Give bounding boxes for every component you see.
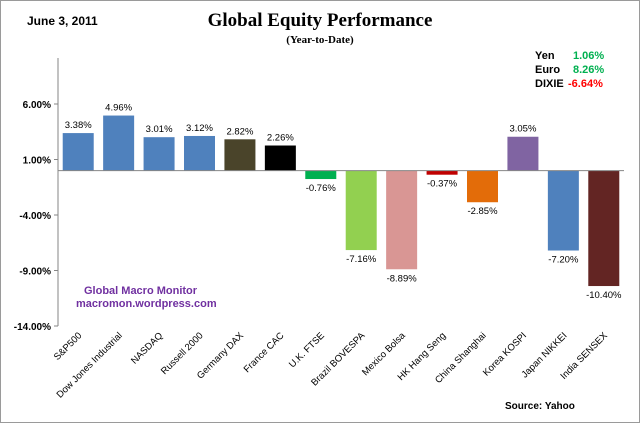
currency-value-yen: 1.06% xyxy=(573,50,605,62)
y-tick-label: -14.00% xyxy=(14,322,51,333)
bar xyxy=(345,170,377,251)
data-label: -10.40% xyxy=(586,290,622,301)
bar xyxy=(547,170,579,251)
data-label: -8.89% xyxy=(387,273,418,284)
category-label: France CAC xyxy=(242,330,287,375)
watermark-url: macromon.wordpress.com xyxy=(76,298,217,310)
bar xyxy=(264,145,296,171)
data-label: 2.82% xyxy=(226,126,253,137)
bar xyxy=(588,170,620,287)
bar xyxy=(62,133,94,171)
bar xyxy=(467,170,498,203)
data-label: -7.20% xyxy=(548,255,579,266)
date-label: June 3, 2011 xyxy=(27,14,98,28)
bar xyxy=(507,136,539,171)
bar xyxy=(305,170,337,180)
data-label: 3.38% xyxy=(65,120,92,131)
data-label: 4.96% xyxy=(105,103,132,114)
currency-value-dixie: -6.64% xyxy=(568,78,603,90)
data-label: 3.12% xyxy=(186,123,213,134)
bar xyxy=(103,115,135,171)
bar xyxy=(143,137,175,171)
bar xyxy=(224,139,256,171)
data-label: 2.26% xyxy=(267,133,294,144)
currency-name-euro: Euro xyxy=(535,64,561,76)
category-label: U.K. FTSE xyxy=(287,330,327,370)
data-label: -0.37% xyxy=(427,179,458,190)
currency-name-dixie: DIXIE xyxy=(535,78,564,90)
currency-value-euro: 8.26% xyxy=(573,64,605,76)
chart-title: Global Equity Performance xyxy=(207,10,433,31)
data-label: -7.16% xyxy=(346,254,377,265)
chart-subtitle: (Year-to-Date) xyxy=(286,34,354,46)
currency-name-yen: Yen xyxy=(535,50,555,62)
bar xyxy=(426,170,458,175)
y-tick-label: -9.00% xyxy=(19,267,51,278)
bar xyxy=(184,135,215,171)
category-label: S&P500 xyxy=(52,330,84,362)
data-label: -2.85% xyxy=(467,206,498,217)
data-label: -0.76% xyxy=(306,183,337,194)
data-label: 3.05% xyxy=(509,124,536,135)
source-note: Source: Yahoo xyxy=(505,401,575,412)
y-tick-label: 1.00% xyxy=(23,156,51,167)
category-label: NASDAQ xyxy=(129,330,165,366)
bar xyxy=(386,170,418,270)
watermark-title: Global Macro Monitor xyxy=(84,285,198,297)
y-tick-label: -4.00% xyxy=(19,211,51,222)
y-tick-label: 6.00% xyxy=(23,100,51,111)
data-label: 3.01% xyxy=(146,124,173,135)
